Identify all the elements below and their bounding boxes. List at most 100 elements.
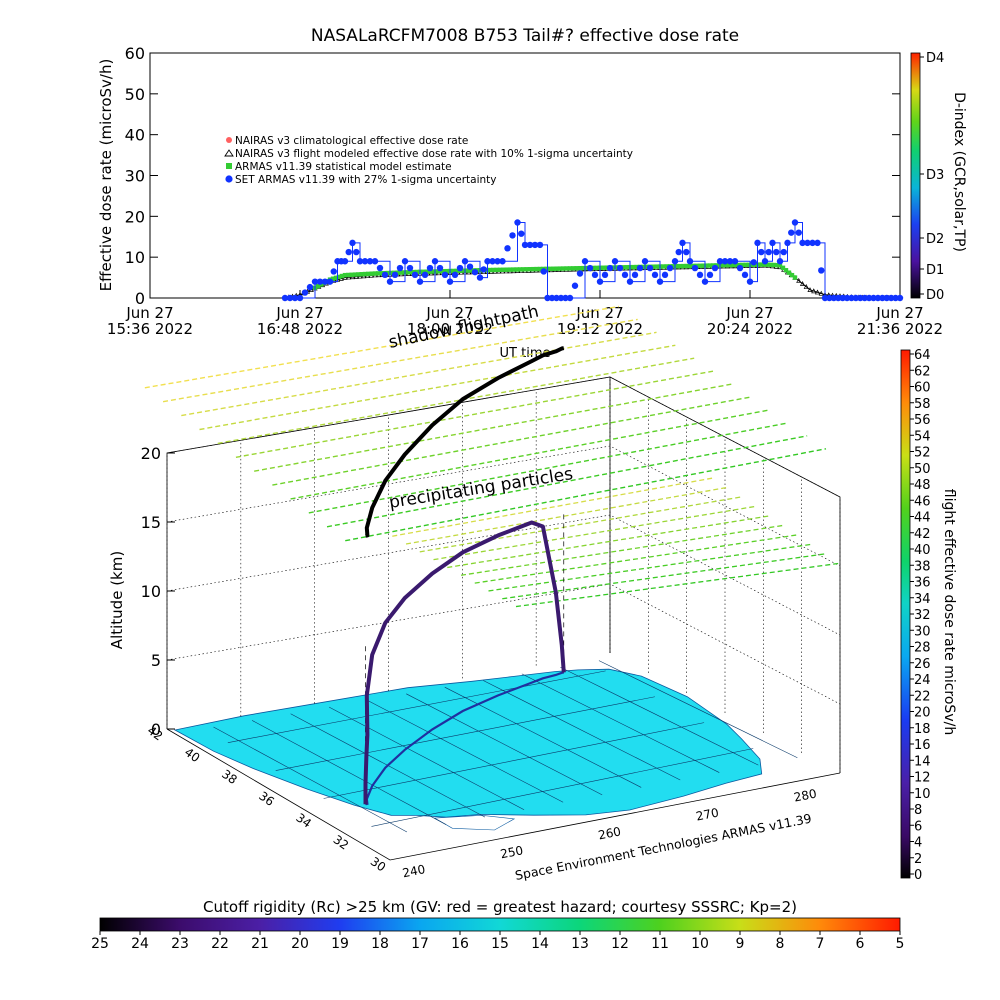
armas-model-point: [621, 265, 626, 270]
armas-model-point: [557, 266, 563, 271]
particle-flux-line: [345, 448, 827, 542]
armas-model-point: [504, 267, 509, 272]
altitude-tick-label: 20: [141, 444, 161, 463]
set-armas-point: [686, 258, 694, 265]
dose-colorbar-tick-label: 62: [914, 364, 931, 379]
rc-colorbar-tick-label: 15: [491, 936, 509, 952]
set-armas-point: [514, 219, 521, 226]
particle-flux-line: [419, 496, 742, 553]
map-border: [371, 748, 754, 827]
armas-model-point: [517, 267, 523, 272]
shadow-flight-path: [364, 346, 565, 538]
nairas-flight-point: [796, 277, 802, 283]
dose-colorbar-tick-label: 24: [914, 673, 931, 688]
dose-colorbar-tick-label: 32: [914, 608, 931, 623]
set-armas-point: [476, 274, 484, 281]
dose-series: [281, 219, 904, 302]
set-armas-point: [804, 239, 811, 247]
legend-marker: [226, 163, 232, 169]
set-armas-point: [286, 294, 294, 302]
dose-colorbar-tick-label: 60: [914, 381, 931, 396]
particle-flux-line: [235, 370, 714, 458]
legend-entry: ARMAS v11.39 statistical model estimate: [235, 161, 452, 173]
armas-model-point: [768, 262, 774, 268]
rc-colorbar-tick-label: 22: [211, 936, 229, 952]
dose-x-tick-label-time: 20:24 2022: [707, 320, 793, 338]
set-armas-point: [874, 294, 882, 302]
armas-model-point: [584, 265, 589, 271]
altitude-tick-label: 5: [151, 651, 161, 670]
armas-model-point: [356, 272, 361, 277]
armas-model-point: [404, 270, 410, 275]
set-armas-point: [356, 258, 364, 265]
set-armas-point: [861, 294, 868, 302]
armas-model-point: [789, 272, 795, 278]
set-armas-point: [675, 248, 682, 256]
armas-model-point: [408, 270, 413, 275]
d-index-tick-label: D3: [926, 168, 944, 183]
armas-model-point: [551, 266, 556, 271]
armas-model-point: [444, 268, 449, 274]
set-armas-point: [581, 258, 589, 265]
dose-colorbar-tick-label: 42: [914, 527, 931, 542]
set-armas-point: [731, 258, 739, 265]
dose-colorbar-tick-label: 20: [914, 706, 931, 721]
dose-x-tick-label: Jun 27 18:00 2022: [407, 304, 493, 338]
armas-model-point: [743, 262, 748, 268]
d-index-tick-label: D0: [926, 288, 944, 303]
set-armas-point: [826, 294, 833, 302]
set-armas-point: [711, 264, 719, 272]
set-armas-point: [330, 268, 337, 275]
armas-model-point: [651, 264, 656, 269]
armas-model-point: [401, 270, 407, 275]
map-border: [560, 666, 759, 766]
armas-model-point: [704, 263, 709, 268]
set-armas-point: [557, 294, 565, 302]
dose-colorbar-tick-label: 50: [914, 462, 931, 477]
particle-flux-line: [290, 409, 770, 500]
dose-colorbar-tick-label: 38: [914, 559, 931, 574]
set-armas-point: [683, 248, 690, 256]
armas-model-point: [765, 262, 771, 267]
precipitating-particles-layer: [144, 305, 841, 608]
set-armas-point: [466, 263, 474, 270]
set-armas-point: [887, 294, 895, 302]
armas-model-point: [451, 268, 456, 274]
set-armas-point: [814, 239, 821, 247]
set-armas-point: [361, 258, 369, 265]
set-armas-point: [548, 294, 556, 302]
armas-model-point: [571, 266, 576, 271]
map-border: [406, 693, 603, 796]
armas-model-point: [727, 262, 732, 268]
dose-colorbar-tick-label: 18: [914, 722, 931, 737]
armas-model-point: [497, 267, 503, 273]
set-armas-point: [795, 229, 802, 236]
particle-flux-line: [326, 435, 808, 528]
dose-colorbar-tick-label: 30: [914, 624, 931, 639]
dose-y-tick-label: 20: [125, 207, 145, 226]
dose-colorbar-tick-label: 14: [914, 754, 931, 769]
rc-colorbar-tick-label: 19: [331, 936, 349, 952]
set-armas-point: [611, 258, 619, 265]
map-border: [275, 696, 655, 771]
floor-edges: [166, 728, 841, 861]
armas-model-point: [641, 264, 646, 270]
set-armas-point: [526, 241, 534, 249]
set-armas-point: [586, 264, 594, 272]
set-armas-line: [285, 221, 900, 299]
nairas-flight-point: [814, 289, 821, 295]
dose-colorbar-tick-label: 64: [914, 348, 931, 363]
dose-x-tick-label-date: Jun 27: [275, 304, 323, 322]
set-armas-point: [716, 258, 724, 265]
set-armas-point: [606, 264, 614, 272]
rc-colorbar-tick-label: 16: [451, 936, 469, 952]
map-water: [433, 814, 516, 831]
set-armas-point: [616, 264, 624, 272]
armas-model-point: [674, 264, 679, 269]
armas-model-point: [611, 265, 616, 270]
dose-colorbar-tick-label: 58: [914, 397, 931, 412]
armas-model-point: [427, 269, 433, 274]
rc-colorbar-tick-label: 6: [856, 936, 865, 952]
set-armas-point: [788, 229, 795, 236]
